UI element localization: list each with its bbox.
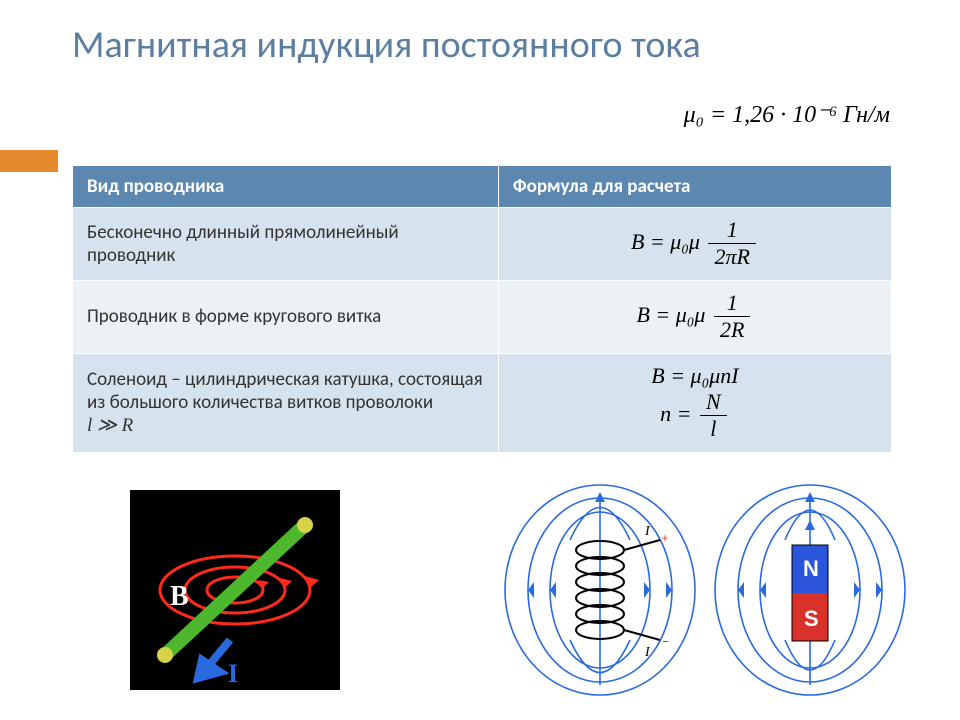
formula-straight: B = μ₀μ 1 2πR [498, 208, 891, 281]
frac-den: l [700, 416, 727, 442]
n-equals: n = [660, 401, 691, 426]
minus-label: − [662, 633, 669, 650]
table-row: Проводник в форме кругового витка B = μ₀… [73, 280, 892, 353]
fraction: N l [700, 389, 727, 443]
col-formula: Формула для расчета [498, 166, 891, 208]
col-conductor: Вид проводника [73, 166, 499, 208]
i-label-text: I [228, 659, 238, 688]
s-label: S [804, 606, 819, 631]
formula-solenoid: B = μ₀μnI n = N l [498, 353, 891, 452]
frac-num: 1 [708, 217, 755, 244]
fraction: 1 2R [714, 290, 750, 344]
frac-den: 2R [714, 317, 750, 343]
solenoid-condition: l ≫ R [87, 415, 133, 436]
table-row: Соленоид – цилиндрическая катушка, состо… [73, 353, 892, 452]
conductor-straight: Бесконечно длинный прямолинейный проводн… [73, 208, 499, 281]
table-row: Бесконечно длинный прямолинейный проводн… [73, 208, 892, 281]
plus-label: + [662, 532, 668, 546]
accent-bar [0, 150, 58, 172]
mu0-constant: μ₀ = 1,26 · 10⁻⁶ Гн/м [684, 100, 890, 129]
i-top-label: I [644, 524, 651, 539]
conductor-solenoid: Соленоид – цилиндрическая катушка, состо… [73, 353, 499, 452]
conductor-loop: Проводник в форме кругового витка [73, 280, 499, 353]
frac-num: 1 [714, 290, 750, 317]
formula-loop: B = μ₀μ 1 2R [498, 280, 891, 353]
frac-num: N [700, 389, 727, 416]
wire-field-diagram: B I [130, 490, 340, 690]
formula-line2: n = N l [513, 389, 877, 443]
b-label-text: B [170, 581, 189, 612]
fraction: 1 2πR [708, 217, 755, 271]
formula-prefix: B = μ₀μ [631, 229, 700, 254]
n-label: N [803, 556, 819, 581]
solenoid-field-diagram: + − I I [500, 480, 700, 700]
magnet-field-diagram: N S [710, 480, 910, 700]
i-bot-label: I [644, 645, 651, 660]
formula-prefix: B = μ₀μ [636, 302, 705, 327]
slide-title: Магнитная индукция постоянного тока [72, 24, 960, 68]
table-header-row: Вид проводника Формула для расчета [73, 166, 892, 208]
formulas-table: Вид проводника Формула для расчета Беско… [72, 165, 892, 453]
slide-title-block: Магнитная индукция постоянного тока [0, 0, 960, 72]
solenoid-text: Соленоид – цилиндрическая катушка, состо… [87, 368, 483, 414]
frac-den: 2πR [708, 244, 755, 270]
formula-line1: B = μ₀μnI [513, 363, 877, 389]
